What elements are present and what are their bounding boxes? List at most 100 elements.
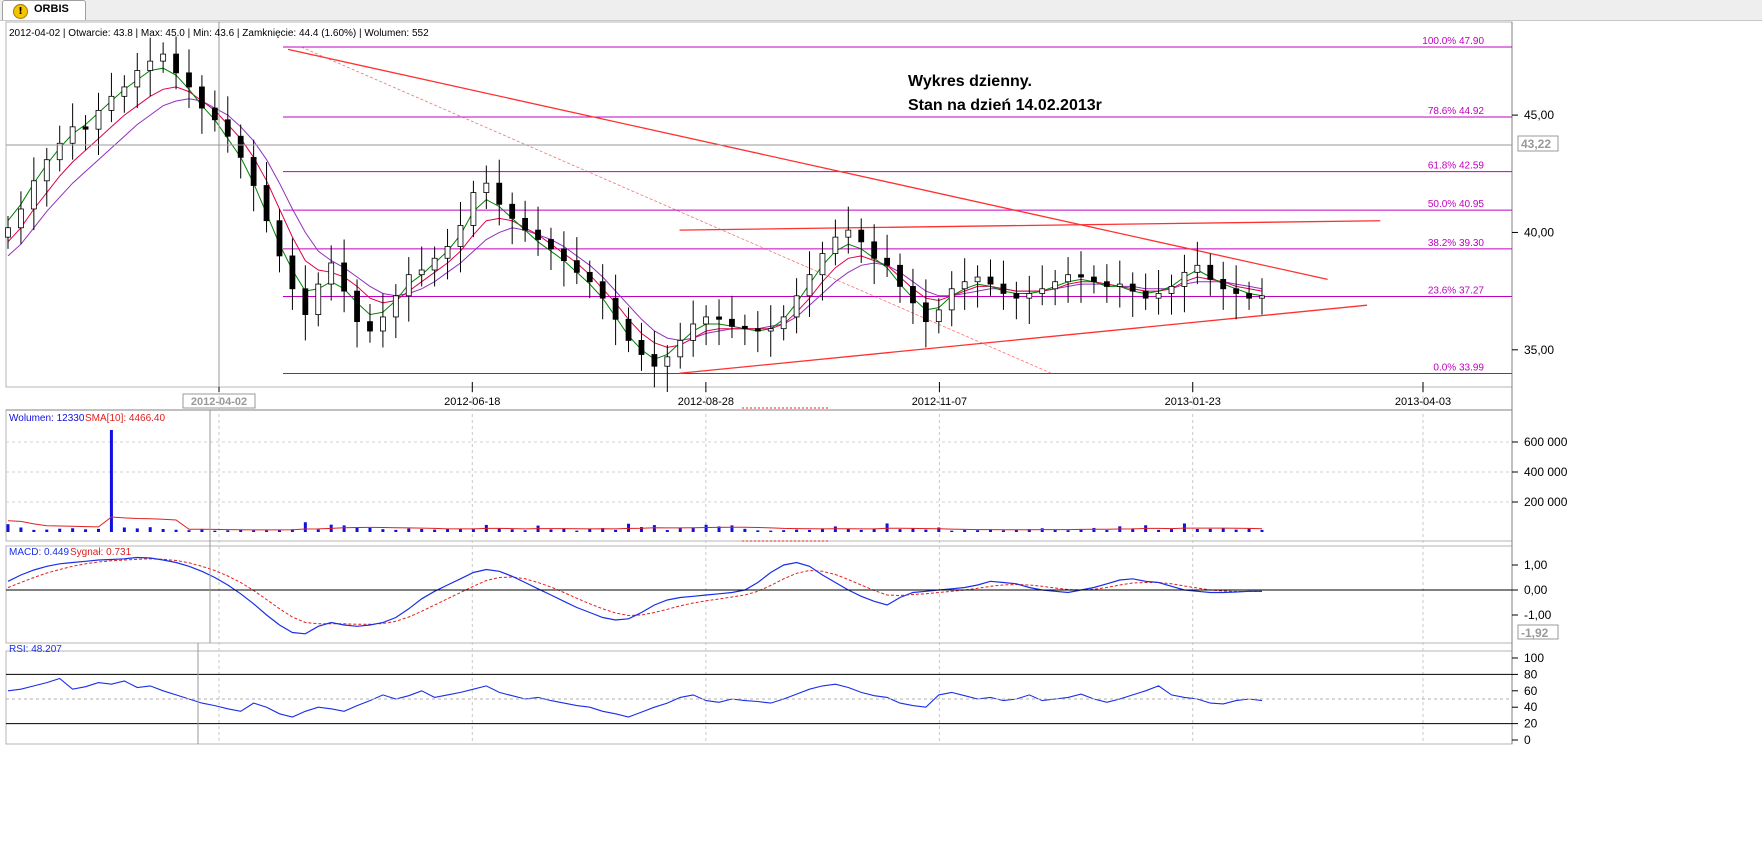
volume-bar — [976, 530, 980, 532]
candle-body — [250, 156, 257, 186]
volume-bar — [1170, 529, 1174, 532]
candle-body — [431, 257, 438, 271]
volume-bar — [575, 530, 579, 532]
candle-body — [832, 236, 839, 254]
volume-bar — [756, 530, 760, 532]
candle-body — [871, 241, 878, 259]
volume-bar — [239, 529, 243, 532]
volume-bar — [1234, 529, 1238, 532]
volume-bar — [433, 529, 437, 532]
candle-body — [121, 86, 128, 97]
candle-body — [974, 276, 981, 283]
volume-bar — [1066, 530, 1070, 532]
volume-bar — [1208, 528, 1212, 532]
volume-bar — [187, 530, 191, 532]
volume-bar — [71, 528, 75, 532]
candle-body — [625, 318, 632, 341]
candle-body — [1091, 276, 1097, 283]
tab-label: ORBIS — [34, 3, 69, 15]
candle-body — [470, 192, 477, 226]
volume-bar — [1027, 529, 1031, 532]
volume-bar — [45, 529, 49, 532]
candle-body — [367, 321, 373, 332]
volume-bar — [407, 528, 411, 532]
volume-bar — [614, 529, 618, 532]
volume-bar — [1157, 529, 1161, 532]
tab-orbis[interactable]: ! ORBIS — [2, 0, 86, 20]
volume-bar — [898, 529, 902, 532]
candle-body — [457, 225, 464, 247]
candle-body — [1116, 283, 1123, 287]
macd-panel[interactable] — [5, 545, 1513, 644]
x-axis-label: 2013-04-03 — [1395, 396, 1451, 408]
candle-body — [69, 126, 76, 144]
candle-body — [664, 356, 671, 367]
volume-bar — [290, 529, 294, 532]
candle-body — [1233, 288, 1240, 294]
candle-body — [599, 281, 606, 299]
macd-signal-label: Sygnał: 0.731 — [70, 547, 132, 558]
grid — [6, 390, 1512, 744]
volume-bar — [6, 524, 10, 532]
candlesticks — [5, 36, 1265, 393]
volume-bar — [1053, 530, 1057, 532]
volume-bar — [200, 529, 204, 532]
candle-body — [535, 229, 541, 240]
volume-bar — [601, 528, 605, 532]
rsi-axis-label: 40 — [1524, 700, 1538, 714]
volume-bar — [1105, 530, 1109, 532]
candle-body — [703, 316, 710, 325]
candle-body — [263, 185, 270, 222]
volume-bar — [730, 525, 734, 532]
volume-bar — [355, 527, 359, 532]
volume-bar — [1131, 528, 1135, 532]
fib-level-label: 100.0% 47.90 — [1422, 36, 1484, 47]
volume-bar — [135, 528, 139, 532]
candle-body — [108, 95, 115, 111]
macd-lines — [7, 556, 1262, 635]
volume-panel[interactable] — [5, 409, 1513, 542]
volume-bar — [303, 522, 307, 532]
volume-bar — [316, 529, 320, 532]
volume-bar — [277, 530, 281, 532]
volume-bar — [1092, 527, 1096, 532]
candle-body — [1039, 288, 1046, 294]
rsi-panel[interactable] — [5, 650, 1513, 745]
ohlc-info-line: 2012-04-02 | Otwarcie: 43.8 | Max: 45.0 … — [9, 28, 429, 39]
chart-canvas[interactable]: 100.0% 47.90 78.6% 44.92 61.8% 42.59 50.0% … — [0, 20, 1762, 844]
candle-body — [638, 340, 645, 355]
volume-bar — [872, 528, 876, 532]
volume-bar — [665, 530, 669, 532]
volume-bar — [1195, 529, 1199, 532]
volume-bar — [420, 529, 424, 532]
volume-bar — [1079, 529, 1083, 532]
candle-body — [884, 257, 890, 266]
volume-bar — [652, 525, 656, 532]
fib-level-label: 23.6% 37.27 — [1428, 286, 1485, 297]
candle-body — [1129, 283, 1136, 292]
candle-body — [1078, 274, 1084, 278]
candle-body — [199, 86, 205, 109]
candle-body — [729, 318, 735, 327]
candle-body — [573, 260, 580, 273]
price-panel[interactable] — [5, 21, 1513, 388]
volume-sma-label: SMA[10]: 4466.40 — [85, 413, 165, 424]
volume-bar — [588, 528, 592, 532]
candle-body — [845, 229, 852, 238]
candle-body — [496, 182, 503, 205]
volume-bar — [963, 530, 967, 532]
candle-body — [560, 248, 567, 262]
candle-body — [5, 227, 11, 238]
volume-bar — [1221, 528, 1225, 532]
volume-bar — [1001, 530, 1005, 532]
candle-body — [897, 264, 903, 287]
volume-bar — [213, 530, 217, 532]
rsi-axis-label: 20 — [1524, 717, 1538, 731]
volume-bar — [885, 523, 889, 532]
candle-body — [95, 110, 102, 130]
candle-body — [1000, 283, 1007, 294]
candle-body — [186, 72, 192, 88]
candle-body — [56, 142, 63, 161]
volume-bar — [782, 530, 786, 532]
volume-bar — [627, 523, 631, 532]
